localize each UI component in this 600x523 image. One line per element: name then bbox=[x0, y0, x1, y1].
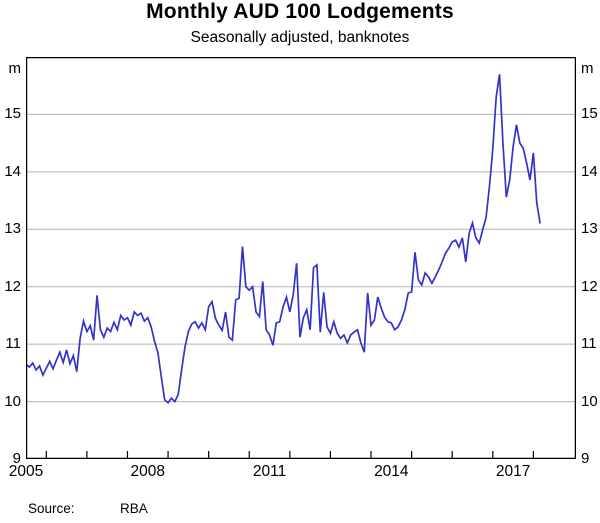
data-line-aud100-lodgements bbox=[26, 74, 541, 404]
y-label-left-15: 15 bbox=[4, 105, 21, 123]
x-label-2014: 2014 bbox=[374, 463, 409, 480]
y-label-right-13: 13 bbox=[581, 220, 598, 238]
plot-area bbox=[26, 57, 576, 459]
chart-subtitle: Seasonally adjusted, banknotes bbox=[190, 29, 410, 46]
source-value: RBA bbox=[120, 501, 148, 516]
x-label-2011: 2011 bbox=[252, 463, 287, 480]
y-label-right-15: 15 bbox=[581, 105, 598, 123]
plot-border bbox=[26, 57, 576, 459]
y-label-right-9: 9 bbox=[581, 450, 590, 467]
y-label-left-13: 13 bbox=[4, 220, 21, 238]
y-label-left-11: 11 bbox=[5, 335, 21, 353]
y-label-right-10: 10 bbox=[581, 392, 598, 410]
y-axis-labels-right: 9 10 11 12 13 14 15 bbox=[581, 57, 600, 467]
y-label-right-14: 14 bbox=[581, 162, 598, 180]
y-label-left-12: 12 bbox=[4, 277, 21, 295]
y-axis-labels-left: 9 10 11 12 13 14 15 bbox=[0, 57, 21, 467]
x-label-2017: 2017 bbox=[495, 463, 531, 480]
chart-title: Monthly AUD 100 Lodgements bbox=[146, 0, 454, 23]
y-label-left-9: 9 bbox=[12, 450, 21, 467]
y-label-right-12: 12 bbox=[581, 277, 598, 295]
source-label: Source: bbox=[28, 501, 75, 516]
line-chart bbox=[26, 57, 576, 459]
x-label-2008: 2008 bbox=[130, 463, 165, 480]
y-axis-unit-right: m bbox=[581, 60, 594, 77]
y-axis-unit-left: m bbox=[8, 60, 22, 77]
y-label-left-10: 10 bbox=[4, 392, 21, 410]
y-label-right-11: 11 bbox=[581, 335, 597, 353]
y-label-left-14: 14 bbox=[4, 162, 21, 180]
source-row: Source: RBA bbox=[0, 501, 600, 521]
x-label-2005: 2005 bbox=[8, 463, 44, 480]
